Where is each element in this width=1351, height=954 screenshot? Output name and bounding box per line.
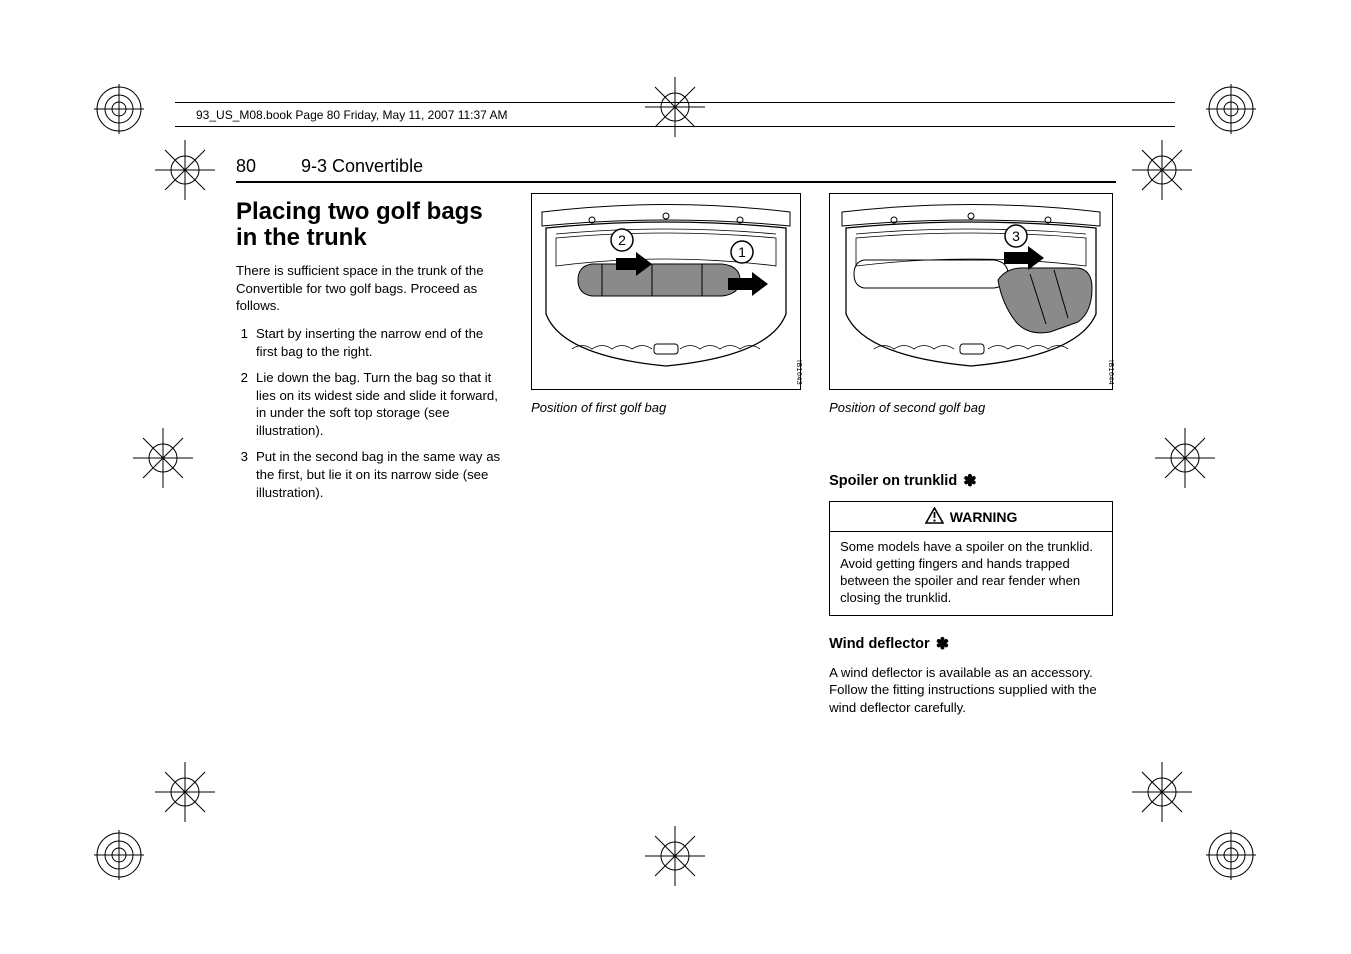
figure-second-golf-bag: 3 IB1644 — [829, 193, 1113, 390]
crosshair-left-top — [155, 140, 215, 200]
page-number: 80 — [236, 156, 296, 177]
figure-side-label: IB1643 — [795, 360, 802, 385]
svg-text:3: 3 — [1012, 228, 1020, 244]
head-rule — [236, 181, 1116, 183]
step-number: 2 — [236, 369, 248, 440]
warning-text: Some models have a spoiler on the trunk­… — [830, 532, 1112, 615]
step-number: 1 — [236, 325, 248, 361]
crosshair-top — [645, 77, 705, 137]
wind-deflector-heading: Wind deflector ✽ — [829, 634, 1116, 654]
crop-mark-top-right — [1206, 84, 1256, 134]
crosshair-right-upper — [1155, 428, 1215, 488]
crosshair-bottom — [645, 826, 705, 886]
warning-label: WARNING — [950, 509, 1018, 525]
warning-heading: WARNING — [830, 502, 1112, 532]
figure-first-golf-bag: 1 2 IB1643 — [531, 193, 801, 390]
wind-deflector-heading-text: Wind deflector — [829, 636, 930, 652]
section-title: 9-3 Convertible — [301, 156, 423, 176]
figure1-caption: Position of first golf bag — [531, 400, 801, 415]
header-rule-top — [175, 102, 1175, 103]
step-text: Lie down the bag. Turn the bag so that i… — [256, 369, 503, 440]
spoiler-heading: Spoiler on trunklid ✽ — [829, 471, 1116, 491]
steps-list: 1Start by inserting the narrow end of th… — [236, 325, 503, 501]
crosshair-right-lower — [1132, 762, 1192, 822]
warning-box: WARNING Some models have a spoiler on th… — [829, 501, 1113, 616]
wind-deflector-body: A wind deflector is available as an acce… — [829, 664, 1111, 717]
warning-triangle-icon — [925, 507, 944, 527]
spoiler-heading-text: Spoiler on trunklid — [829, 473, 957, 489]
main-heading: Placing two golf bags in the trunk — [236, 199, 503, 252]
step-item: 3Put in the second bag in the same way a… — [236, 448, 503, 501]
framemaker-header: 93_US_M08.book Page 80 Friday, May 11, 2… — [196, 108, 508, 122]
asterisk-icon: ✽ — [936, 634, 949, 654]
figure-side-label: IB1644 — [1107, 360, 1114, 385]
header-rule-bottom — [175, 126, 1175, 127]
step-text: Start by inserting the narrow end of the… — [256, 325, 503, 361]
asterisk-icon: ✽ — [963, 471, 976, 491]
step-number: 3 — [236, 448, 248, 501]
step-text: Put in the second bag in the same way as… — [256, 448, 503, 501]
crosshair-right-top — [1132, 140, 1192, 200]
crop-mark-bottom-left — [94, 830, 144, 880]
figure2-caption: Position of second golf bag — [829, 400, 1116, 415]
callout-text: 2 — [618, 232, 626, 248]
running-head: 80 9-3 Convertible — [236, 156, 1116, 177]
callout-text: 1 — [738, 244, 746, 260]
crosshair-left-upper — [133, 428, 193, 488]
crop-mark-bottom-right — [1206, 830, 1256, 880]
intro-paragraph: There is sufficient space in the trunk o… — [236, 262, 503, 315]
crosshair-left-lower — [155, 762, 215, 822]
step-item: 2Lie down the bag. Turn the bag so that … — [236, 369, 503, 440]
step-item: 1Start by inserting the narrow end of th… — [236, 325, 503, 361]
crop-mark-top-left — [94, 84, 144, 134]
